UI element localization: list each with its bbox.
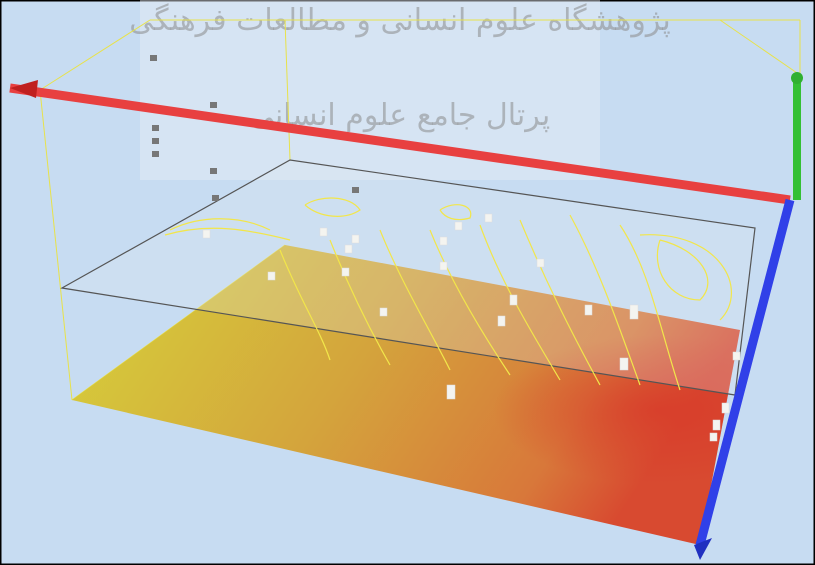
y-axis-arrow [694, 538, 712, 560]
z-axis-cap [791, 72, 803, 84]
x-axis [9, 83, 791, 205]
watermark-box [140, 0, 600, 180]
sample-points [150, 55, 741, 442]
surface-shade [72, 245, 740, 545]
contour-plane [60, 159, 756, 396]
y-axis [695, 198, 795, 547]
x-axis-arrow [10, 80, 38, 98]
